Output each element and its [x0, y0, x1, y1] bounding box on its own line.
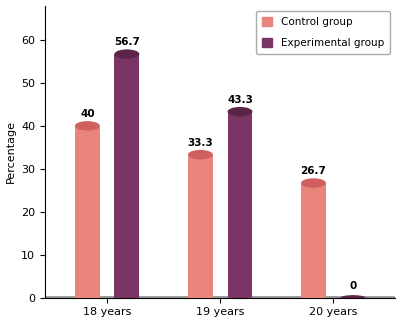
Ellipse shape [75, 121, 100, 130]
Ellipse shape [340, 295, 365, 300]
Text: 40: 40 [80, 109, 95, 119]
Ellipse shape [115, 49, 140, 59]
Text: 0: 0 [349, 281, 356, 291]
Bar [115, 54, 140, 298]
Ellipse shape [75, 293, 100, 302]
Ellipse shape [301, 293, 326, 302]
Y-axis label: Percentage: Percentage [6, 120, 16, 183]
Bar [301, 183, 326, 298]
Ellipse shape [115, 293, 140, 302]
Ellipse shape [227, 293, 252, 302]
Bar [227, 112, 252, 298]
Bar [75, 126, 100, 298]
Text: 26.7: 26.7 [300, 166, 326, 176]
Ellipse shape [301, 178, 326, 188]
Legend: Control group, Experimental group: Control group, Experimental group [256, 11, 390, 54]
Ellipse shape [188, 293, 213, 302]
Bar [188, 155, 213, 298]
Text: 43.3: 43.3 [227, 95, 253, 105]
Ellipse shape [227, 107, 252, 116]
Text: 33.3: 33.3 [188, 138, 213, 148]
Text: 56.7: 56.7 [114, 37, 140, 47]
Ellipse shape [188, 150, 213, 159]
